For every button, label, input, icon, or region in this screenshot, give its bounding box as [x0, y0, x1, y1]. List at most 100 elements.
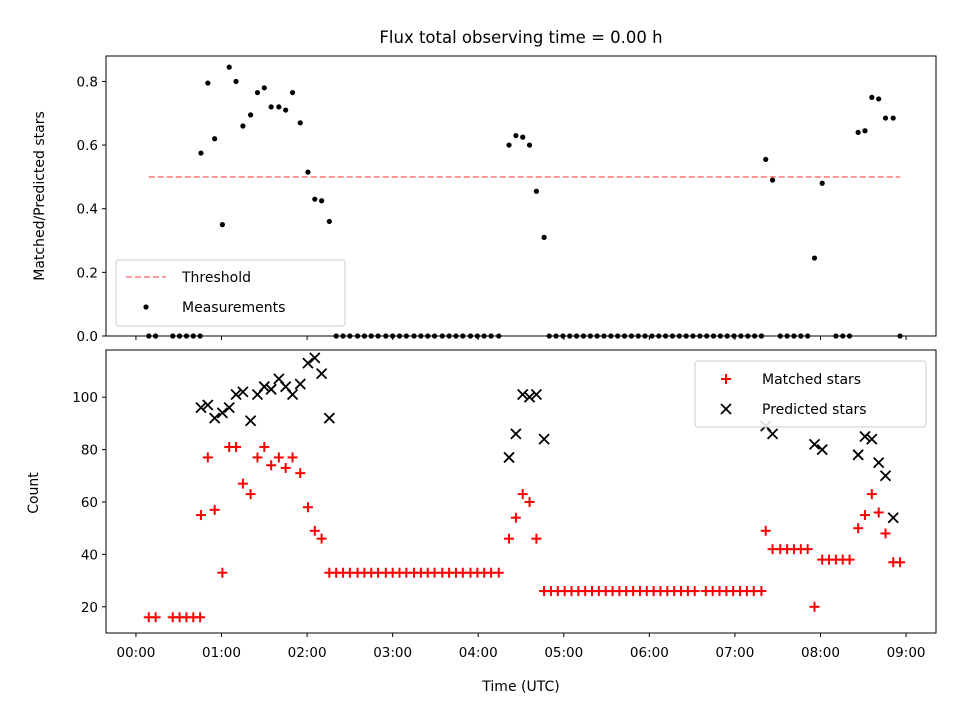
predicted-point-b	[530, 388, 543, 401]
x-axis-label: Time (UTC)	[481, 679, 559, 695]
measurement-point	[390, 333, 396, 339]
measurement-point	[683, 333, 689, 339]
measurement-point	[594, 333, 600, 339]
measurement-point	[615, 333, 621, 339]
measurement-point	[649, 333, 655, 339]
measurement-point	[710, 333, 717, 339]
matched-point	[316, 533, 327, 544]
measurement-point	[862, 128, 868, 134]
x-tick-label: 02:00	[288, 645, 327, 661]
predicted-point	[294, 378, 306, 390]
plot-frame	[105, 349, 937, 634]
measurement-point	[176, 333, 183, 339]
measurement-point	[819, 180, 825, 186]
legend-box	[115, 259, 346, 327]
matched-point	[895, 557, 906, 568]
bottom-legend: Matched stars Predicted stars	[694, 360, 927, 428]
predicted-point-b	[195, 402, 207, 414]
matched-point	[195, 612, 206, 623]
measurement-point	[751, 333, 758, 339]
predicted-point-b	[294, 378, 306, 390]
predicted-point-b	[265, 383, 277, 395]
measurement-point	[481, 333, 487, 339]
chart-title: Flux total observing time = 0.00 h	[379, 28, 662, 47]
matched-point	[756, 586, 767, 597]
measurement-point	[506, 142, 512, 148]
matched-point	[252, 452, 263, 463]
matched-point	[237, 478, 248, 489]
measurement-point	[676, 333, 682, 339]
measurement-point	[425, 333, 431, 339]
predicted-point	[216, 407, 229, 419]
measurement-point	[446, 333, 452, 339]
predicted-point-b	[216, 407, 229, 419]
predicted-point	[323, 412, 335, 424]
measurement-point	[383, 333, 389, 339]
predicted-point	[510, 428, 522, 440]
predicted-point-b	[280, 381, 292, 393]
predicted-point-b	[286, 388, 299, 401]
measurement-point	[635, 333, 641, 339]
measurement-point	[496, 333, 502, 339]
predicted-point	[887, 512, 899, 524]
measurement-point	[233, 78, 239, 85]
matched-point	[524, 496, 535, 507]
measurement-point	[268, 104, 274, 110]
measurement-point	[745, 333, 751, 339]
x-tick-label: 00:00	[116, 645, 155, 661]
predicted-point-b	[887, 512, 899, 524]
measurement-point	[170, 333, 176, 339]
measurement-point	[326, 218, 332, 225]
measurement-point	[460, 333, 466, 339]
matched-point	[295, 468, 306, 479]
matched-point	[302, 502, 313, 513]
measurement-point	[846, 333, 853, 339]
predicted-point-b	[209, 412, 221, 424]
measurement-point	[697, 333, 703, 339]
measurement-point	[198, 150, 204, 156]
plot-frame	[105, 55, 937, 337]
measurement-point	[587, 333, 593, 339]
measurement-point	[855, 129, 861, 135]
measurement-point	[791, 333, 797, 339]
predicted-point	[237, 386, 249, 398]
predicted-point	[859, 430, 871, 443]
measurement-point	[546, 333, 552, 339]
predicted-point	[223, 402, 235, 414]
measurement-point	[513, 132, 519, 139]
measurement-point	[777, 333, 783, 339]
predicted-point-b	[866, 433, 878, 445]
top-plot: 0.0 0.2 0.4 0.6 0.8 Threshold Measurements	[77, 55, 937, 345]
legend-predicted-marker-b	[720, 403, 732, 415]
x-tick-label: 06:00	[630, 645, 669, 661]
measurement-point	[769, 177, 776, 183]
measurement-point	[219, 222, 225, 228]
predicted-point	[309, 352, 321, 364]
matched-point	[510, 512, 521, 523]
measurement-point	[656, 333, 662, 339]
measurement-point	[305, 169, 311, 175]
measurement-point	[240, 123, 246, 129]
measurement-point	[474, 333, 480, 339]
measurement-point	[897, 333, 903, 339]
predicted-point-b	[517, 388, 529, 401]
predicted-point	[523, 391, 536, 403]
predicted-point-b	[808, 438, 821, 450]
predicted-point	[879, 470, 892, 482]
predicted-point	[766, 428, 779, 440]
matched-point	[493, 567, 504, 578]
measurement-point	[890, 115, 896, 121]
measurement-point	[621, 333, 628, 339]
matched-point	[873, 507, 884, 518]
matched-point	[273, 452, 284, 463]
measurement-point	[190, 333, 196, 339]
measurement-point	[439, 333, 445, 339]
measurement-point	[601, 333, 607, 339]
measurement-point	[876, 96, 882, 102]
predicted-point	[517, 388, 529, 401]
predicted-point-b	[223, 402, 235, 414]
measurement-point	[704, 333, 710, 339]
measurement-point	[798, 333, 804, 339]
predicted-point	[816, 443, 828, 456]
matched-point	[504, 533, 515, 544]
